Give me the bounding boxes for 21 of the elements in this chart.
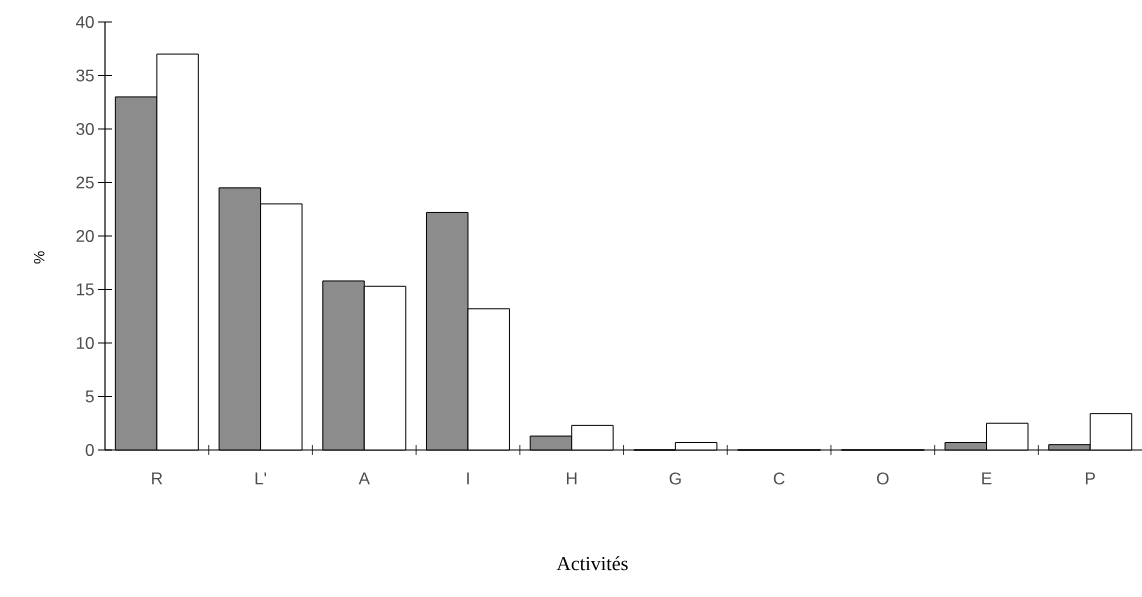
- y-tick-label: 20: [76, 230, 94, 242]
- y-tick-label: 15: [76, 283, 94, 296]
- y-tick-label: 0: [85, 444, 94, 456]
- x-tick-label: O: [877, 472, 889, 485]
- y-tick-label: 40: [76, 16, 94, 28]
- x-tick-label: P: [1085, 472, 1095, 485]
- y-axis-title: %: [34, 251, 45, 264]
- x-tick-label: G: [669, 472, 681, 485]
- x-tick-label: I: [467, 472, 469, 485]
- x-tick-label: L': [255, 472, 267, 485]
- x-tick-label: R: [152, 472, 163, 485]
- y-tick-label: 5: [85, 390, 94, 403]
- y-tick-label: 35: [76, 69, 94, 82]
- x-tick-label: C: [773, 472, 785, 485]
- y-tick-label: 25: [76, 176, 94, 189]
- x-axis-title: Activités: [556, 556, 628, 571]
- x-tick-label: H: [566, 472, 577, 485]
- y-tick-label: 30: [76, 123, 94, 135]
- x-tick-label: E: [982, 472, 992, 485]
- x-tick-label: A: [358, 472, 370, 485]
- y-tick-label: 10: [76, 337, 94, 349]
